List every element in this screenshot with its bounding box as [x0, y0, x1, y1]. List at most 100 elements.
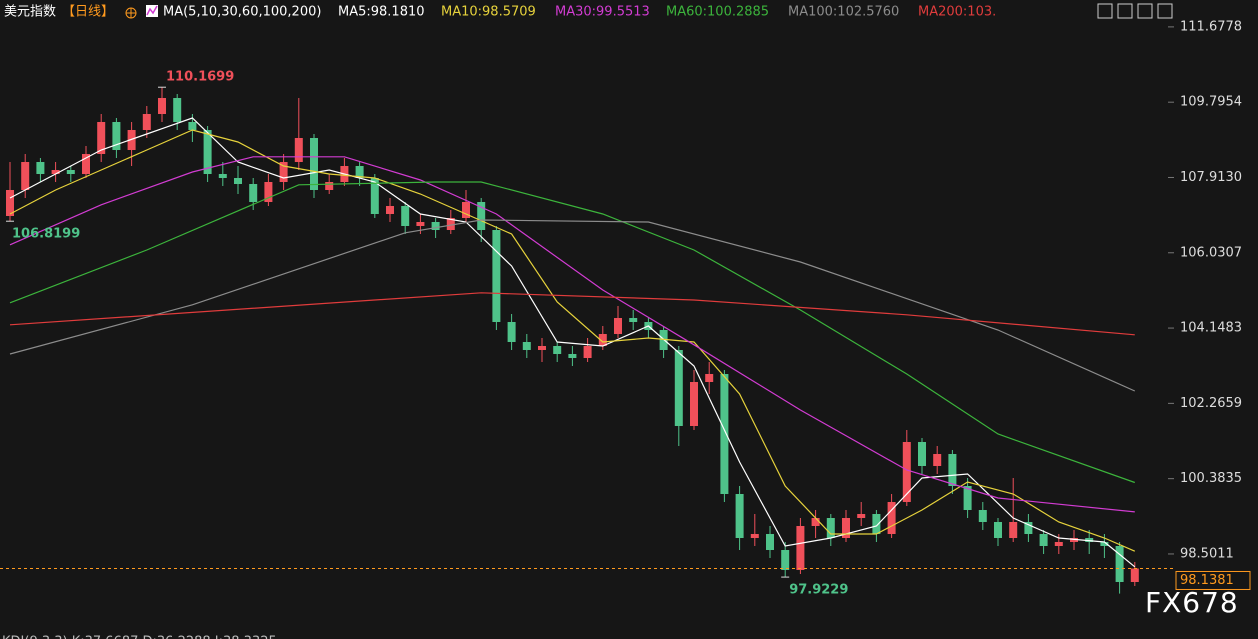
legend-entry: MA5:98.1810	[338, 5, 425, 20]
candle-body	[1039, 534, 1048, 546]
candle-body	[933, 454, 942, 466]
candle-body	[948, 454, 957, 486]
candle-body	[1115, 546, 1124, 582]
candle-body	[431, 222, 440, 230]
candle-body	[446, 218, 455, 230]
candle-body	[994, 522, 1002, 538]
legend-entry: MA30:99.5513	[555, 5, 650, 20]
candle-body	[614, 318, 622, 334]
plot-area: 111.6778 109.7954 107.9130 106.0307 104.1483…	[0, 19, 1251, 598]
legend-entry: MA10:98.5709	[441, 5, 536, 20]
candle-body	[294, 138, 303, 162]
candle-body	[872, 514, 881, 534]
candle-body	[705, 374, 714, 382]
tool-button[interactable]	[1097, 3, 1113, 19]
candle-body	[173, 98, 182, 122]
footer-indicator: KDJ(9,3,3) K:37.6687 D:36.2288 J:38.3325	[2, 635, 277, 639]
candle-body	[674, 350, 683, 426]
candle-body	[857, 514, 866, 518]
legend-entry: MA100:102.5760	[788, 5, 899, 20]
candle-body	[249, 184, 258, 202]
candle-body	[188, 122, 197, 130]
add-icon[interactable]	[125, 7, 137, 19]
candle-body	[629, 318, 638, 322]
tool-button[interactable]	[1117, 3, 1133, 19]
candle-body	[279, 162, 288, 182]
candle-body	[766, 534, 774, 550]
annotation: 97.9229	[789, 583, 848, 598]
candle-body	[826, 518, 835, 538]
candle-body	[386, 206, 394, 214]
candle-body	[507, 322, 516, 342]
y-tick-label: 111.6778	[1180, 19, 1242, 34]
ma-line	[9, 156, 1135, 513]
ma-line	[9, 219, 1136, 392]
candle-body	[370, 178, 379, 214]
candle-body	[1009, 522, 1018, 538]
candle-body	[978, 510, 987, 522]
candle-body	[902, 442, 911, 502]
indicator-icon[interactable]	[146, 5, 158, 17]
y-tick-label: 109.7954	[1180, 95, 1242, 110]
candle-body	[66, 170, 75, 174]
candle-body	[416, 222, 425, 226]
candle-body	[218, 174, 227, 178]
last-price-box	[1175, 570, 1251, 590]
candle-body	[127, 130, 136, 150]
annotation: 110.1699	[166, 70, 234, 85]
ma-line	[9, 117, 1136, 568]
candle-body	[234, 178, 242, 184]
y-tick-label: 107.9130	[1180, 170, 1242, 185]
y-tick-label: 104.1483	[1180, 321, 1242, 336]
y-tick-label: 102.2659	[1180, 396, 1242, 411]
last-price-label: 98.1381	[1180, 573, 1234, 588]
candle-body	[750, 534, 759, 538]
indicator: MA(5,10,30,60,100,200)	[163, 5, 321, 20]
candle-body	[568, 354, 577, 358]
candle-body	[1070, 538, 1078, 542]
candle-body	[401, 206, 410, 226]
candle-body	[51, 170, 60, 174]
candle-body	[203, 130, 212, 174]
y-tick-label: 98.5011	[1180, 546, 1234, 561]
candle-body	[598, 334, 607, 346]
period[interactable]: 【日线】	[62, 5, 114, 20]
candle-body	[583, 346, 592, 358]
candle-body	[1085, 538, 1094, 542]
candle-body	[112, 122, 121, 150]
candle-body	[1100, 542, 1109, 546]
candle-body	[538, 346, 546, 350]
y-tick-label: 100.3835	[1180, 471, 1242, 486]
y-tick-label: 106.0307	[1180, 245, 1242, 260]
candle-body	[522, 342, 531, 350]
chart-title: 美元指数	[4, 5, 56, 20]
candle-body	[842, 518, 850, 538]
candle-body	[1024, 522, 1033, 534]
toolbar	[1097, 3, 1173, 19]
candle-body	[796, 526, 805, 570]
candle-body	[781, 550, 790, 570]
candle-body	[142, 114, 151, 130]
candle-body	[97, 122, 106, 154]
candle-body	[158, 98, 166, 114]
candle-body	[1054, 542, 1063, 546]
ma-line	[9, 181, 1136, 484]
candle-body	[82, 154, 90, 174]
legend-entry: MA60:100.2885	[666, 5, 769, 20]
annotation: 106.8199	[12, 227, 80, 242]
tool-button[interactable]	[1157, 3, 1173, 19]
candle-body	[735, 494, 744, 538]
candle-body	[1130, 568, 1139, 582]
candle-body	[477, 202, 486, 230]
candle-body	[21, 162, 30, 190]
tool-button[interactable]	[1137, 3, 1153, 19]
candle-body	[6, 190, 14, 216]
candle-body	[462, 202, 470, 218]
watermark: FX678	[1145, 586, 1239, 619]
ma-line	[9, 292, 1135, 336]
legend-entry: MA200:103.	[918, 5, 996, 20]
candle-body	[553, 346, 562, 354]
candle-body	[811, 518, 820, 526]
